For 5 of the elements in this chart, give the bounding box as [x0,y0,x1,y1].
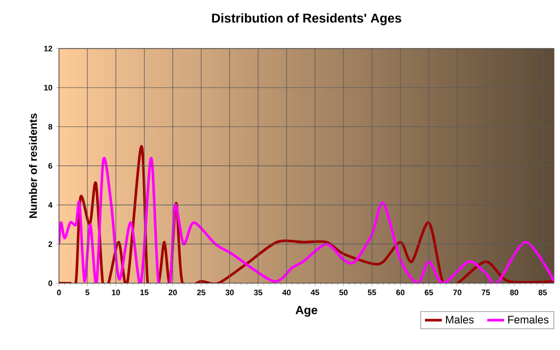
x-axis-title: Age [296,306,318,317]
legend-label: Females [508,316,549,324]
chart-title: Distribution of Residents' Ages [212,13,402,26]
y-axis-title: Number of residents [28,114,37,218]
legend-label: Males [446,316,474,324]
